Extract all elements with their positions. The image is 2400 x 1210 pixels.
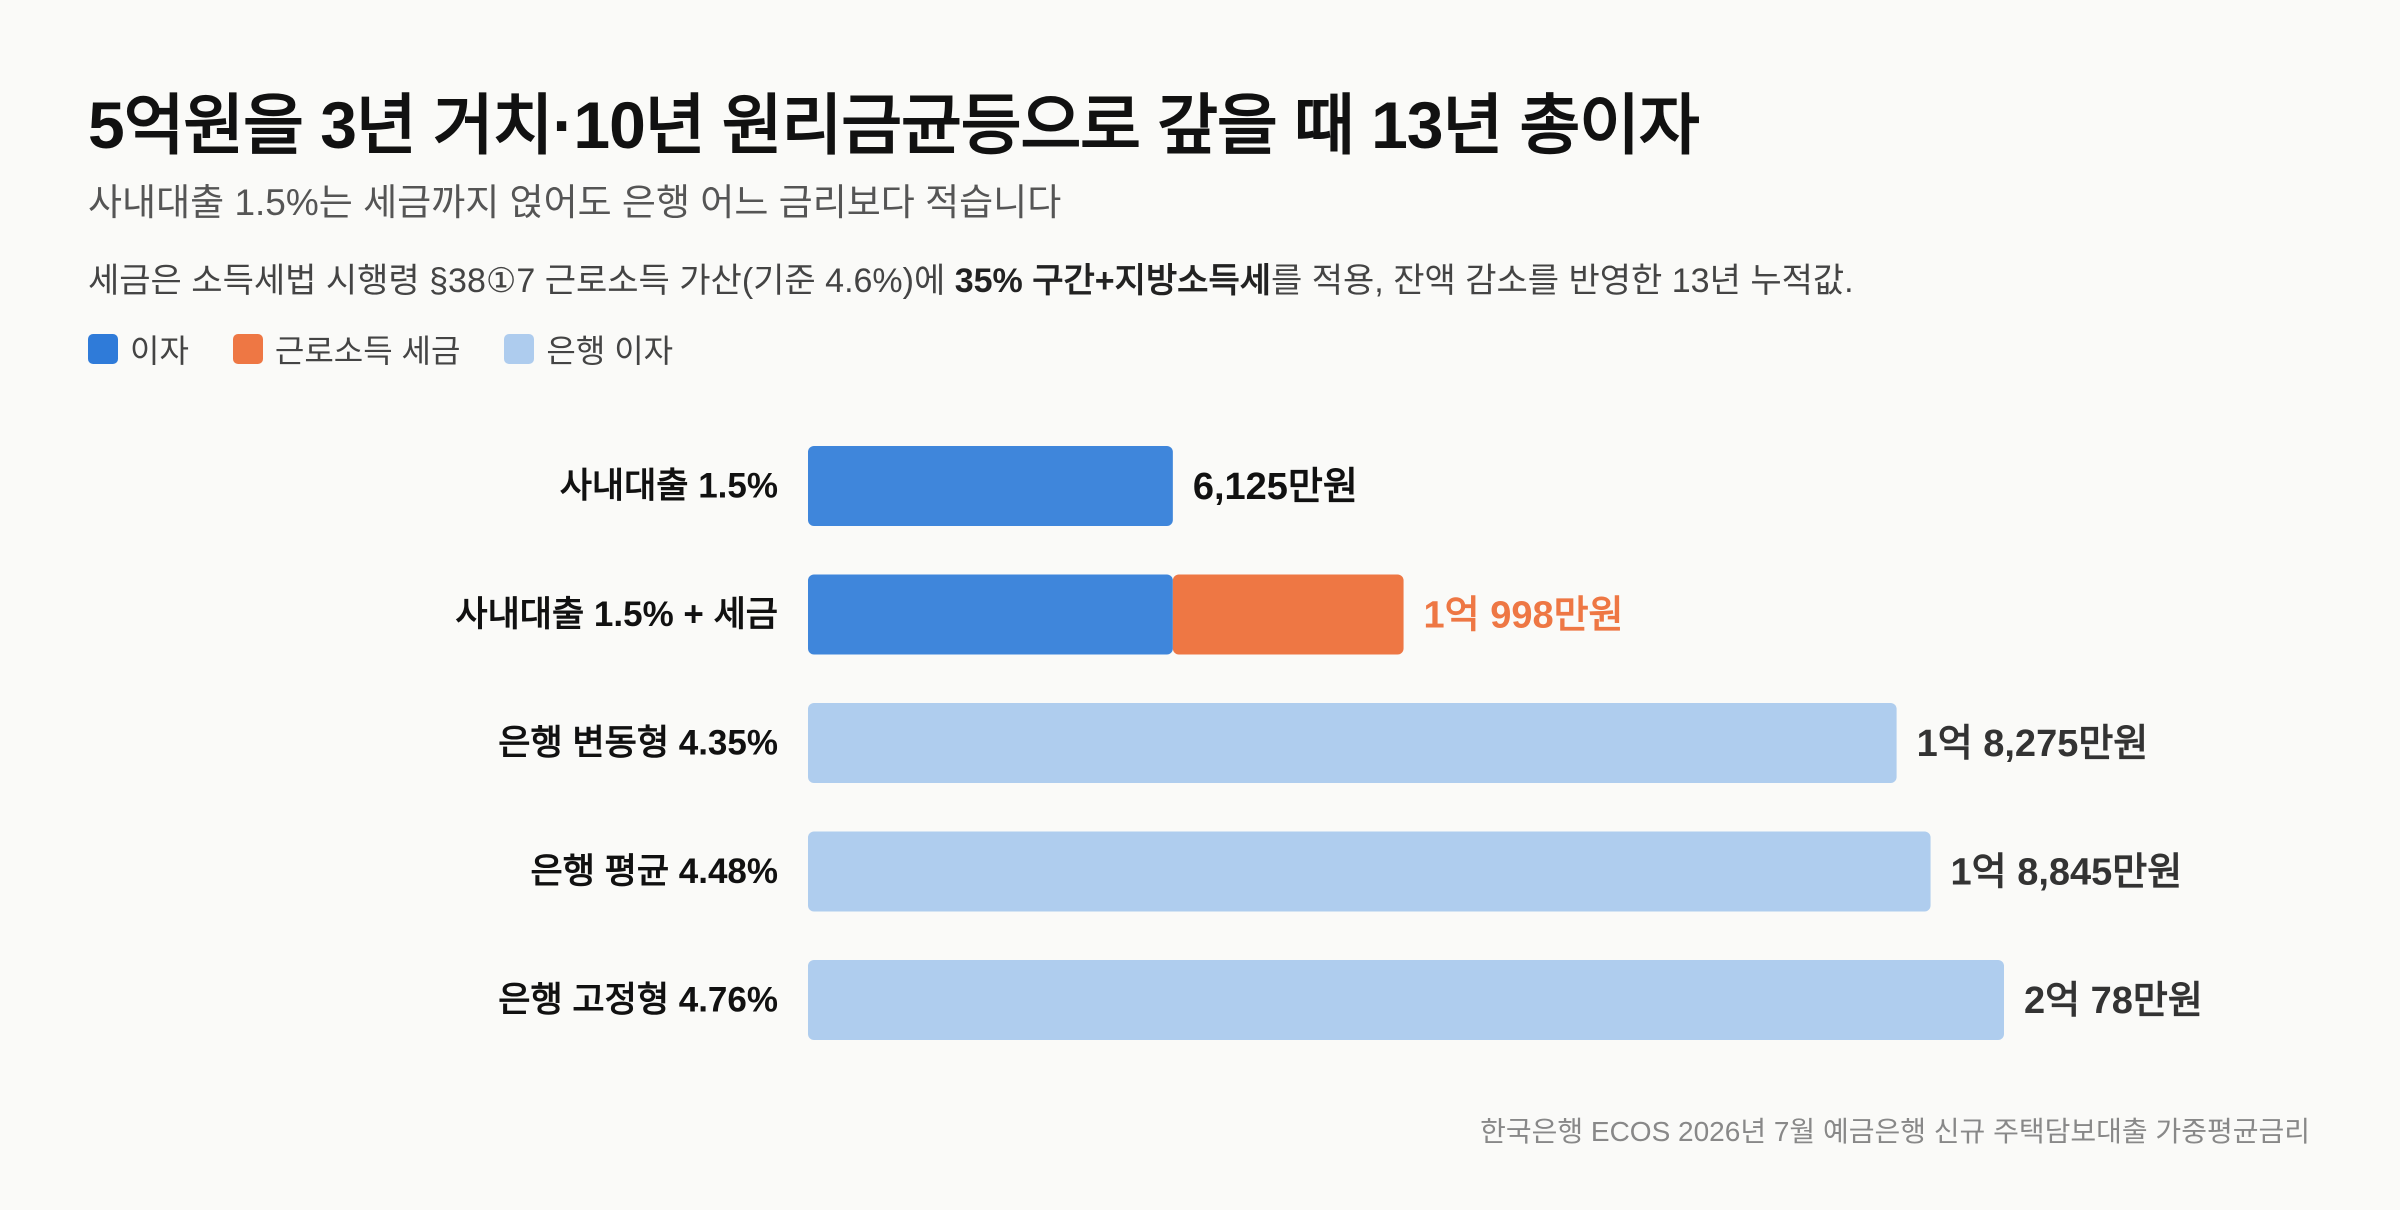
value-label: 2억 78만원	[2024, 980, 2203, 1022]
value-label: 1억 8,275만원	[1917, 723, 2149, 765]
legend-swatch-bank	[504, 334, 535, 364]
note-suffix: 를 적용, 잔액 감소를 반영한 13년 누적값.	[1271, 262, 1854, 300]
value-label: 6,125만원	[1193, 466, 1358, 508]
bar-segment	[808, 831, 1931, 912]
value-label: 1억 998만원	[1424, 595, 1624, 637]
bar-segment	[808, 703, 1897, 783]
legend-label-bank: 은행 이자	[546, 333, 674, 369]
chart-legend: 이자 근로소득 세금 은행 이자	[88, 326, 717, 372]
bar-segment	[808, 574, 1173, 655]
legend-item-tax: 근로소득 세금	[232, 326, 461, 372]
legend-swatch-tax	[232, 334, 263, 364]
legend-label-interest: 이자	[130, 333, 189, 369]
note-prefix: 세금은 소득세법 시행령 §38①7 근로소득 가산(기준 4.6%)에	[88, 262, 955, 300]
category-label: 사내대출 1.5%	[560, 467, 778, 506]
bar-segment	[808, 446, 1173, 526]
legend-swatch-interest	[88, 334, 118, 364]
legend-item-bank: 은행 이자	[504, 326, 673, 372]
value-label: 1억 8,845만원	[1951, 852, 2183, 894]
category-label: 은행 고정형 4.76%	[498, 981, 778, 1020]
bar-segment	[808, 960, 2004, 1040]
category-label: 사내대출 1.5% + 세금	[455, 595, 778, 634]
note-bold: 35% 구간+지방소득세	[954, 262, 1272, 300]
methodology-note: 세금은 소득세법 시행령 §38①7 근로소득 가산(기준 4.6%)에 35%…	[88, 253, 1854, 302]
bar-segment	[1172, 574, 1404, 655]
source-note: 한국은행 ECOS 2026년 7월 예금은행 신규 주택담보대출 가중평균금리	[1480, 1116, 2310, 1147]
legend-item-interest: 이자	[88, 326, 189, 372]
category-label: 은행 평균 4.48%	[531, 852, 779, 891]
page-subtitle: 사내대출 1.5%는 세금까지 얹어도 은행 어느 금리보다 적습니다	[88, 182, 1062, 223]
page-title: 5억원을 3년 거치·10년 원리금균등으로 갚을 때 13년 총이자	[88, 88, 1700, 162]
legend-label-tax: 근로소득 세금	[274, 333, 461, 369]
category-label: 은행 변동형 4.35%	[498, 724, 778, 763]
